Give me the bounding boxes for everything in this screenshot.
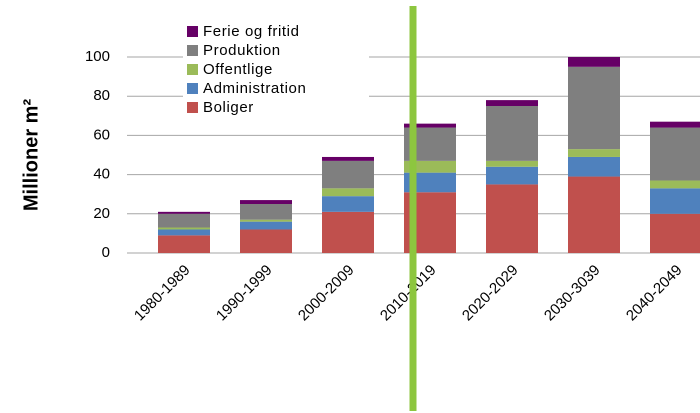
bar-segment: [158, 229, 210, 236]
y-tick-label: 40: [93, 166, 110, 183]
y-tick-label: 100: [85, 48, 110, 65]
legend-box: [183, 22, 369, 120]
y-tick-label: 80: [93, 87, 110, 104]
bar-segment: [650, 121, 700, 128]
bar-segment: [486, 100, 538, 106]
bar-segment: [568, 176, 620, 253]
bar-segment: [404, 160, 456, 173]
x-tick-label: 2010-2019: [377, 262, 440, 325]
bar-segment: [322, 160, 374, 189]
y-tick-label: 20: [93, 205, 110, 222]
bar-segment: [650, 180, 700, 189]
x-tick-label: 1990-1999: [213, 262, 276, 325]
y-axis-title: Millioner m²: [20, 99, 42, 212]
bar-segment: [404, 123, 456, 128]
bar-segment: [486, 160, 538, 167]
legend-label: Produktion: [203, 42, 281, 59]
legend-label: Offentlige: [203, 61, 273, 78]
bar-segment: [486, 106, 538, 161]
bar-segment: [158, 213, 210, 228]
bar-segment: [650, 188, 700, 214]
bar-segment: [240, 200, 292, 204]
bar-segment: [322, 156, 374, 161]
bar-segment: [322, 211, 374, 253]
legend-label: Administration: [203, 80, 306, 97]
bar-segment: [568, 66, 620, 150]
bar-segment: [650, 213, 700, 253]
bar-segment: [240, 204, 292, 220]
x-tick-label: 2020-2029: [459, 262, 522, 325]
bar-segment: [568, 57, 620, 67]
bar-segment: [322, 188, 374, 197]
legend-label: Boliger: [203, 99, 254, 116]
x-tick-label: 2030-3039: [541, 262, 604, 325]
bar-segment: [240, 221, 292, 230]
bar-segment: [158, 235, 210, 253]
bar-segment: [568, 156, 620, 177]
bar-segment: [650, 127, 700, 181]
legend-swatch: [187, 83, 198, 94]
bar-segment: [486, 184, 538, 253]
x-tick-label: 2000-2009: [295, 262, 358, 325]
bar-segment: [322, 196, 374, 212]
y-tick-label: 60: [93, 126, 110, 143]
legend-swatch: [187, 102, 198, 113]
bar-segment: [404, 172, 456, 193]
legend-label: Ferie og fritid: [203, 23, 300, 40]
legend-swatch: [187, 64, 198, 75]
x-tick-label: 1980-1989: [131, 262, 194, 325]
bar-segment: [240, 219, 292, 222]
bar-segment: [568, 149, 620, 157]
legend-swatch: [187, 45, 198, 56]
bar-segment: [158, 227, 210, 230]
bar-segment: [158, 211, 210, 214]
y-tick-label: 0: [102, 244, 110, 261]
bar-segment: [240, 229, 292, 253]
bar-segment: [486, 166, 538, 185]
x-tick-label: 2040-2049: [623, 262, 686, 325]
legend-swatch: [187, 26, 198, 37]
